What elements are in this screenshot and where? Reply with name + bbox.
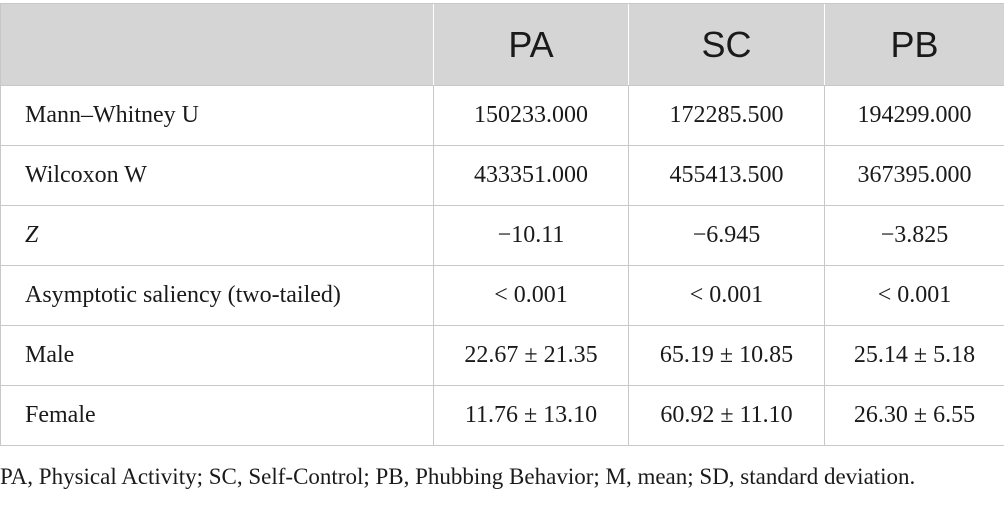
- table-row: Wilcoxon W 433351.000 455413.500 367395.000: [0, 145, 1004, 206]
- cell-pa: 11.76 ± 13.10: [433, 385, 629, 446]
- header-cell-pb: PB: [824, 3, 1004, 86]
- statistics-table: PA SC PB Mann–Whitney U 150233.000 172285.…: [0, 3, 1004, 446]
- cell-sc: 455413.500: [628, 145, 825, 206]
- table-header-row: PA SC PB: [0, 3, 1004, 86]
- cell-sc: 172285.500: [628, 85, 825, 146]
- header-cell-sc: SC: [628, 3, 825, 86]
- cell-pa: 150233.000: [433, 85, 629, 146]
- cell-pb: 26.30 ± 6.55: [824, 385, 1004, 446]
- cell-pb: < 0.001: [824, 265, 1004, 326]
- table-row: Asymptotic saliency (two-tailed) < 0.001 <…: [0, 265, 1004, 326]
- cell-pb: 25.14 ± 5.18: [824, 325, 1004, 386]
- cell-pa: 22.67 ± 21.35: [433, 325, 629, 386]
- cell-pa: −10.11: [433, 205, 629, 266]
- row-label: Female: [0, 385, 434, 446]
- cell-sc: −6.945: [628, 205, 825, 266]
- table-row: Female 11.76 ± 13.10 60.92 ± 11.10 26.30 ± …: [0, 385, 1004, 446]
- table-body: Mann–Whitney U 150233.000 172285.500 194299…: [0, 85, 1004, 446]
- header-cell-empty: [0, 3, 434, 86]
- row-label: Mann–Whitney U: [0, 85, 434, 146]
- row-label: Z: [0, 205, 434, 266]
- table-row: Male 22.67 ± 21.35 65.19 ± 10.85 25.14 ± 5.…: [0, 325, 1004, 386]
- cell-pb: 367395.000: [824, 145, 1004, 206]
- table-row: Mann–Whitney U 150233.000 172285.500 194299…: [0, 85, 1004, 146]
- cell-pa: < 0.001: [433, 265, 629, 326]
- cell-sc: 65.19 ± 10.85: [628, 325, 825, 386]
- table-footnote: PA, Physical Activity; SC, Self-Control;…: [0, 464, 916, 489]
- cell-pa: 433351.000: [433, 145, 629, 206]
- cell-sc: 60.92 ± 11.10: [628, 385, 825, 446]
- cell-sc: < 0.001: [628, 265, 825, 326]
- row-label: Male: [0, 325, 434, 386]
- cell-pb: −3.825: [824, 205, 1004, 266]
- cell-pb: 194299.000: [824, 85, 1004, 146]
- row-label: Wilcoxon W: [0, 145, 434, 206]
- header-cell-pa: PA: [433, 3, 629, 86]
- row-label: Asymptotic saliency (two-tailed): [0, 265, 434, 326]
- table-row: Z −10.11 −6.945 −3.825: [0, 205, 1004, 266]
